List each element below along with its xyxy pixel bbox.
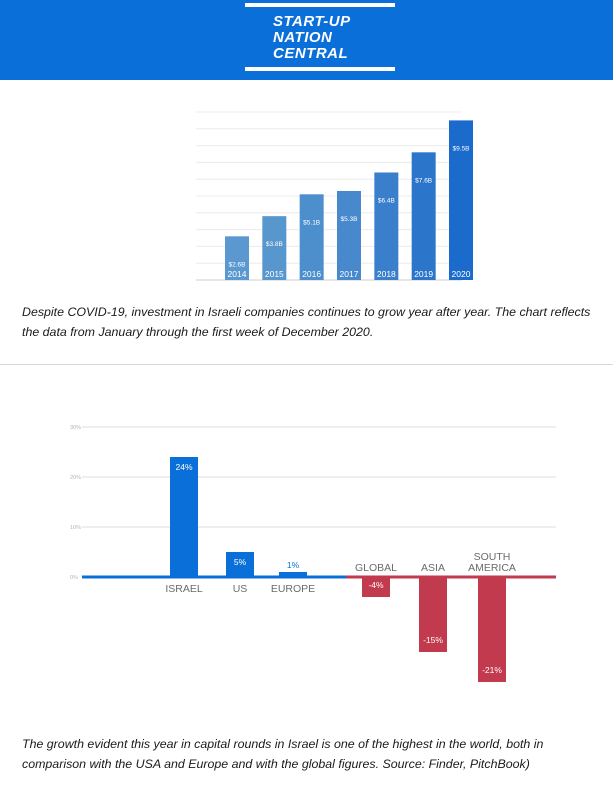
x-tick-label: 2017 — [340, 269, 359, 279]
y-tick-label: 30% — [70, 425, 81, 431]
logo-top-bar — [245, 3, 395, 7]
logo-line-3: CENTRAL — [273, 45, 349, 62]
bar-us — [226, 552, 254, 577]
bar-europe — [279, 572, 307, 577]
bar-2020 — [449, 120, 473, 281]
x-tick-label: 2015 — [265, 269, 284, 279]
bar-2016 — [299, 194, 324, 280]
category-label: ASIA — [421, 562, 445, 574]
header-banner: START-UP NATION CENTRAL — [0, 0, 613, 80]
bar-global — [362, 577, 390, 597]
bar-asia — [419, 577, 447, 652]
bar-value-label: $5.3B — [341, 216, 358, 223]
logo-bottom-bar — [245, 67, 395, 71]
bar-value-label: 1% — [287, 560, 300, 570]
category-label: US — [233, 583, 248, 595]
bar-2014 — [225, 236, 249, 280]
bar-value-label: $7.6B — [415, 177, 432, 184]
bar-israel — [170, 457, 198, 577]
x-tick-label: 2014 — [228, 269, 247, 279]
start-up-nation-central-logo[interactable]: START-UP NATION CENTRAL — [245, 3, 395, 71]
section-divider — [0, 364, 613, 365]
bar-value-label: -15% — [423, 635, 443, 645]
caption-annual-investment: Despite COVID-19, investment in Israeli … — [22, 305, 591, 339]
logo-line-2: NATION — [273, 29, 333, 46]
y-tick-label: 10% — [70, 525, 81, 531]
category-label: AMERICA — [468, 562, 516, 574]
category-label: EUROPE — [271, 583, 315, 595]
y-tick-label: 20% — [70, 475, 81, 481]
bar-2015 — [262, 216, 287, 280]
growth-by-region-bar-chart: 30% 20% 10% 0% 24% ISRAEL 5% US 1% EUROPE -4% GLOBA… — [70, 425, 556, 682]
bar-value-label: $5.1B — [303, 219, 320, 226]
bar-value-label: $2.6B — [229, 261, 246, 268]
bar-2017 — [337, 190, 361, 280]
bar-2018 — [374, 172, 399, 280]
bar-value-label: $6.4B — [378, 197, 395, 204]
category-label: ISRAEL — [165, 583, 203, 595]
x-tick-label: 2019 — [414, 269, 433, 279]
bar-value-label: 5% — [234, 557, 247, 567]
bar-value-label: $9.5B — [453, 145, 470, 152]
category-label: GLOBAL — [355, 562, 397, 574]
caption-growth-by-region: The growth evident this year in capital … — [22, 737, 544, 771]
logo-line-1: START-UP — [273, 13, 351, 30]
bar-value-label: -4% — [368, 580, 384, 590]
y-tick-label: 0% — [70, 575, 78, 581]
bar-value-label: -21% — [482, 665, 502, 675]
bar-value-label: $3.8B — [266, 241, 283, 248]
bar-south-america — [478, 577, 506, 682]
x-tick-label: 2018 — [377, 269, 396, 279]
bar-2019 — [411, 152, 436, 280]
category-label: SOUTH — [474, 551, 511, 563]
bar-value-label: 24% — [175, 462, 192, 472]
x-tick-label: 2016 — [302, 269, 321, 279]
x-tick-label: 2020 — [452, 269, 471, 279]
